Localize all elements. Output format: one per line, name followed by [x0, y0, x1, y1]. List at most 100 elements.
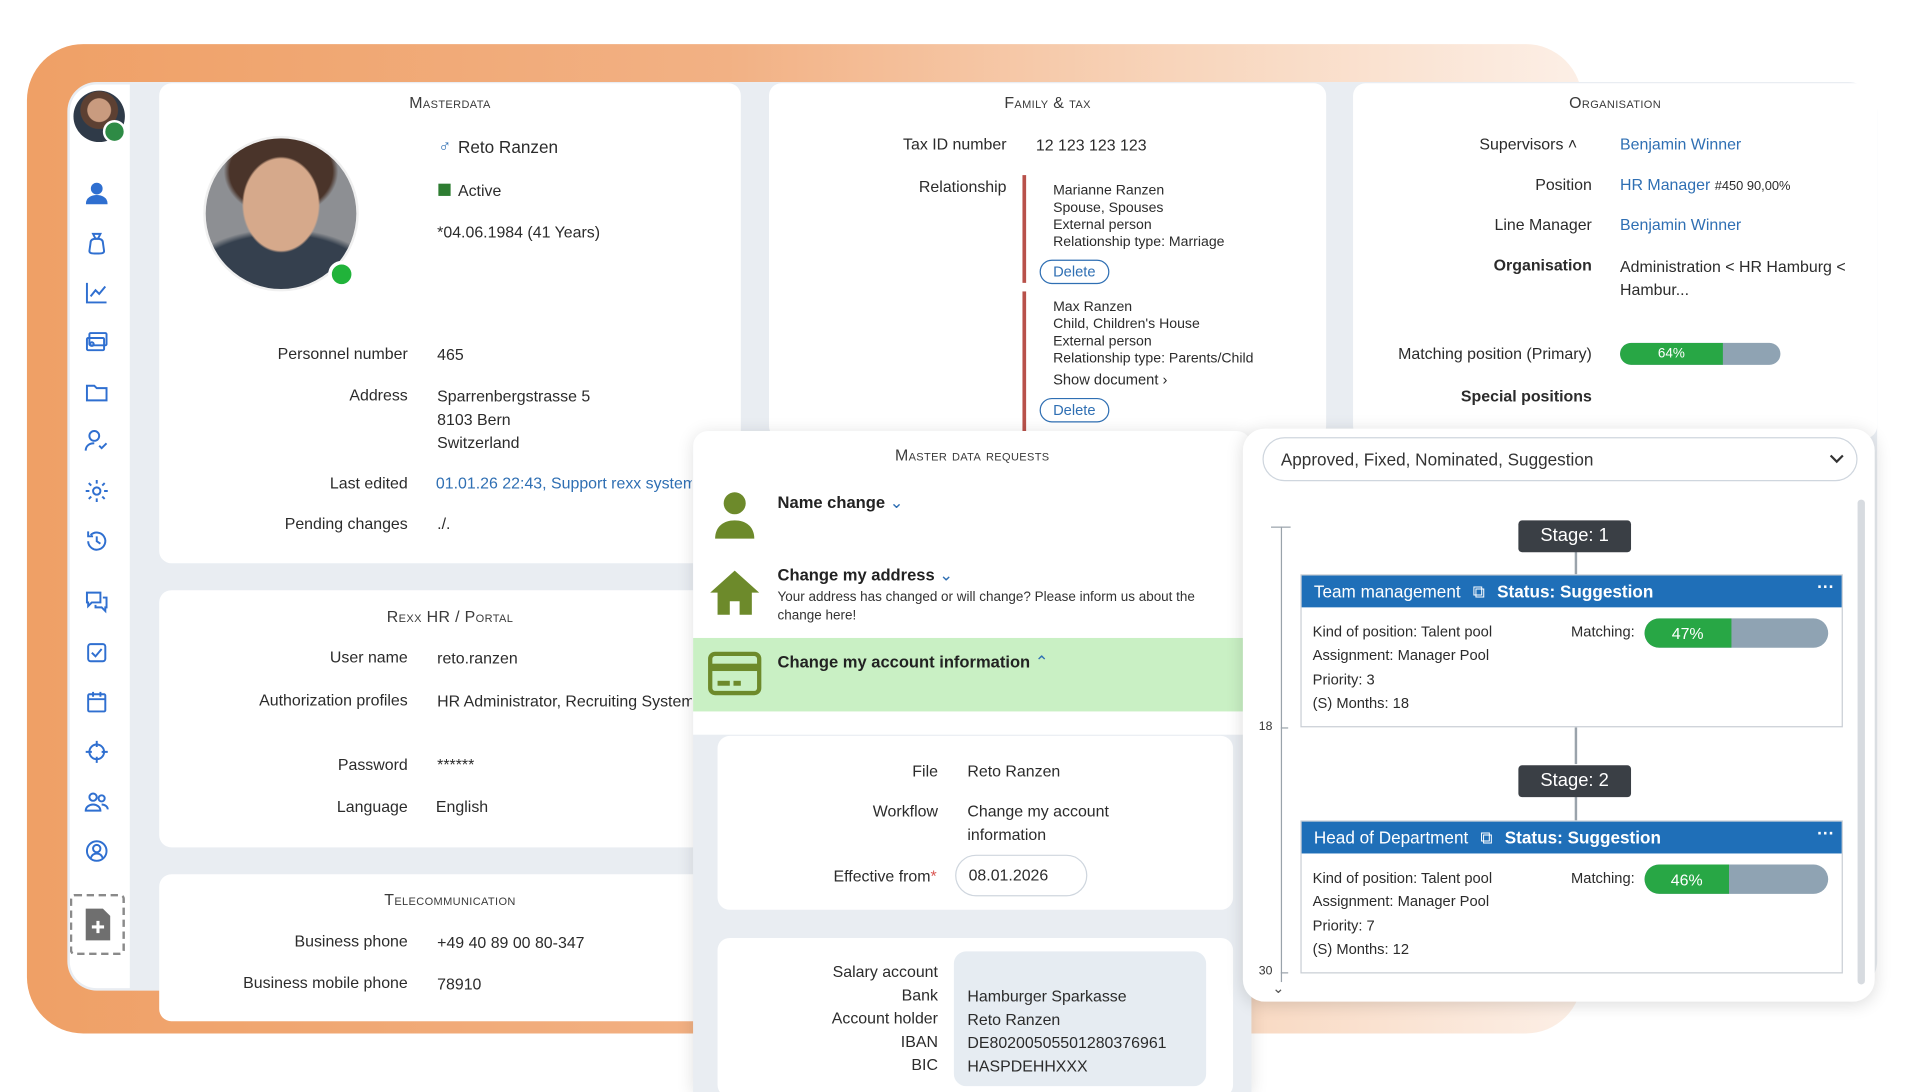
request-change-address-desc: Your address has changed or will change?… [777, 590, 1195, 624]
status-filter-select[interactable]: Approved, Fixed, Nominated, Suggestion [1262, 437, 1858, 482]
stage-2-status: Status: Suggestion [1504, 827, 1661, 848]
gear-icon[interactable] [81, 475, 113, 507]
arrow-down-icon: ⌄ [1272, 979, 1285, 997]
chart-line-icon[interactable] [81, 277, 113, 309]
more-options-icon[interactable]: ··· [1817, 822, 1835, 843]
pending-changes-label: Pending changes [284, 514, 408, 533]
supervisor-link[interactable]: Benjamin Winner [1620, 134, 1742, 154]
business-phone-label: Business phone [294, 931, 408, 951]
relation-1-type: External person [1053, 217, 1152, 233]
target-icon[interactable] [81, 736, 113, 768]
user-check-icon[interactable] [81, 425, 113, 457]
organisation-line-2: Hambur... [1620, 280, 1690, 299]
matching-progress-text: 64% [1657, 346, 1685, 362]
chevron-double-down-icon: ⌄ [889, 493, 904, 512]
portal-card: Rexx HR / Portal [159, 590, 741, 848]
taxid-label: Tax ID number [903, 134, 1007, 154]
scrollbar[interactable] [1857, 499, 1865, 985]
account-holder-label: Account holder [831, 1008, 938, 1028]
show-document-link[interactable]: Show document › [1053, 371, 1168, 389]
business-phone: +49 40 89 00 80-347 [437, 933, 585, 952]
workflow-line-2: information [967, 825, 1047, 844]
id-cards-icon[interactable] [81, 326, 113, 358]
chevron-up-icon: ˄ [1563, 134, 1578, 154]
relation-2-role: Child, Children's House [1053, 317, 1200, 332]
relation-2-type: External person [1053, 334, 1152, 349]
money-bag-icon[interactable] [81, 228, 113, 260]
timeline-tick [1271, 526, 1291, 528]
history-icon[interactable] [81, 525, 113, 557]
file: Reto Ranzen [967, 761, 1061, 781]
users-group-icon[interactable] [81, 786, 113, 818]
iban: DE80200505501280376961 [967, 1033, 1167, 1052]
stage-2-matching-text: 46% [1670, 870, 1703, 889]
telecom-card: Telecommunication [159, 874, 741, 1022]
matching-progress: 64% [1620, 342, 1781, 365]
chevron-double-up-icon: ⌃ [1034, 652, 1049, 672]
relation-2-name: Max Ranzen [1053, 300, 1133, 315]
external-link-icon[interactable]: ⧉ [1472, 581, 1485, 602]
request-change-account[interactable]: Change my account information ⌃ [777, 652, 1049, 672]
stage-2-kind: Kind of position: Talent pool [1312, 869, 1493, 887]
matching-position-label: Matching position (Primary) [1398, 344, 1592, 363]
chevron-double-down-icon: ⌄ [939, 565, 954, 585]
add-document-button[interactable] [69, 893, 125, 956]
stage-connector [1574, 727, 1578, 765]
special-positions-label: Special positions [1460, 386, 1592, 406]
taxid: 12 123 123 123 [1035, 135, 1147, 155]
iban-label: IBAN [900, 1032, 938, 1051]
effective-from-label: Effective from* [833, 866, 937, 886]
timeline-tick [1280, 727, 1289, 729]
checkbox-icon[interactable] [81, 637, 113, 669]
portal-title: Rexx HR / Portal [386, 607, 514, 626]
person-icon [715, 492, 755, 539]
timeline-tick [1280, 972, 1289, 974]
request-name-change[interactable]: Name change ⌄ [777, 493, 904, 512]
salary-account-label: Salary account [832, 962, 938, 981]
relation-2: Max Ranzen Child, Children's House Exter… [1053, 299, 1253, 368]
supervisors-label[interactable]: Supervisors ˄ [1479, 134, 1578, 154]
organisation-card: Organisation [1353, 83, 1878, 439]
relation-1-name: Marianne Ranzen [1053, 183, 1165, 199]
delete-relation-1-button[interactable]: Delete [1039, 259, 1110, 285]
external-link-icon[interactable]: ⧉ [1480, 827, 1493, 848]
salary-account-values [953, 951, 1207, 1087]
effective-from-input[interactable]: 08.01.2026 [955, 854, 1088, 897]
request-change-address[interactable]: Change my address ⌄ [777, 565, 954, 585]
chat-icon[interactable] [81, 585, 113, 617]
relation-marker [1022, 175, 1027, 283]
personnel-number-label: Personnel number [277, 344, 408, 363]
user-badge-icon [102, 120, 127, 144]
stage-1-matching-fill [1644, 618, 1731, 648]
position-link[interactable]: HR Manager [1620, 175, 1711, 194]
timeline-label-18: 18 [1258, 720, 1273, 734]
business-mobile-label: Business mobile phone [243, 973, 408, 992]
family-title: Family & tax [1004, 93, 1091, 112]
credit-card-icon [708, 651, 762, 696]
person-icon[interactable] [81, 178, 113, 210]
folder-icon[interactable] [81, 376, 113, 408]
stage-1-position-link[interactable]: Team management [1313, 581, 1461, 602]
relation-1: Marianne Ranzen Spouse, Spouses External… [1053, 182, 1224, 251]
more-options-icon[interactable]: ··· [1817, 576, 1835, 597]
stage-1-header: Team management ⧉ Status: Suggestion ··· [1301, 575, 1842, 608]
stage-2-card: Head of Department ⧉ Status: Suggestion … [1300, 820, 1843, 974]
stage-1-matching-progress: 47% [1644, 618, 1829, 648]
stage-1-card: Team management ⧉ Status: Suggestion ··· [1300, 574, 1843, 728]
line-manager-link[interactable]: Benjamin Winner [1620, 215, 1742, 234]
timeline-axis [1280, 526, 1283, 983]
workflow-line-1: Change my account [967, 802, 1109, 821]
position-label: Position [1535, 175, 1592, 194]
employee-status: Active [457, 181, 502, 200]
stage-1-kind: Kind of position: Talent pool [1312, 623, 1493, 641]
selected-request-highlight [693, 637, 1252, 712]
account-circle-icon[interactable] [81, 835, 113, 867]
status-indicator-icon [438, 183, 451, 196]
address-line-1: Sparrenbergstrasse 5 [437, 386, 591, 406]
delete-relation-2-button[interactable]: Delete [1039, 397, 1110, 423]
last-edited-link[interactable]: 01.01.26 22:43, Support rexx systems [435, 473, 692, 493]
male-icon: ♂ [438, 135, 452, 156]
stage-2-matching-fill [1644, 864, 1729, 894]
stage-2-position-link[interactable]: Head of Department [1313, 827, 1469, 848]
calendar-icon[interactable] [81, 686, 113, 718]
